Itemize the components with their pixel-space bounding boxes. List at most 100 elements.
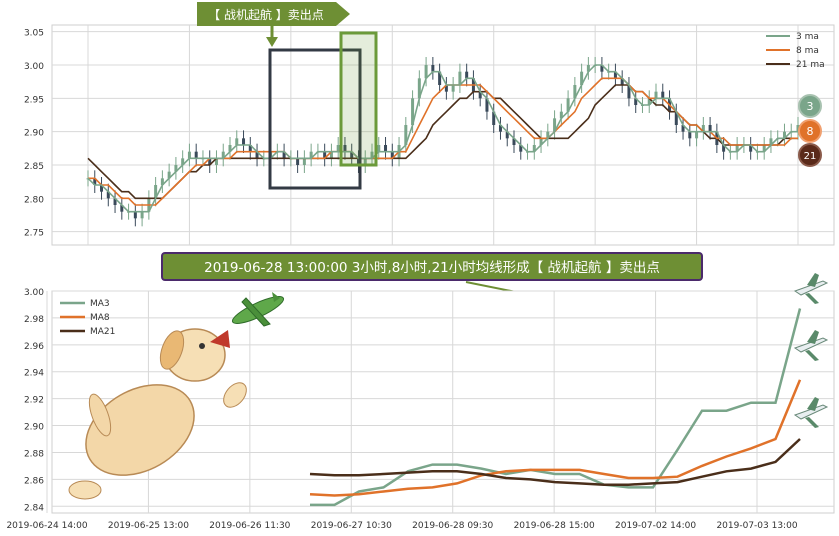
candle-body [580, 71, 584, 85]
candle-body [194, 151, 198, 159]
candle-body [302, 158, 306, 165]
candle-body [100, 185, 104, 192]
candle-body [221, 151, 225, 159]
candle-body [701, 125, 705, 132]
legend-label-MA8: MA8 [90, 313, 110, 323]
candle-body [769, 138, 773, 145]
bottom-y-tick-label: 2.88 [24, 449, 44, 459]
bottom-x-tick-label: 2019-06-25 13:00 [108, 521, 189, 531]
bottom-y-tick-label: 2.96 [24, 342, 44, 352]
airplane-icon-ma8 [793, 330, 829, 361]
consolidation-box [268, 48, 362, 190]
candle-body [350, 151, 354, 159]
bottom-x-tick-label: 2019-07-02 14:00 [615, 521, 696, 531]
top-ma-lines [87, 64, 798, 213]
candle-body [343, 145, 347, 152]
bottom-x-tick-label: 2019-06-28 09:30 [412, 521, 493, 531]
candle-body [762, 145, 766, 152]
candle-body [235, 138, 239, 145]
top-gridlines [52, 25, 834, 245]
annotation-callout: 2019-06-28 13:00:00 3小时,8小时,21小时均线形成【 战机… [161, 252, 703, 300]
candle-body [336, 145, 340, 152]
candle-body [187, 151, 191, 159]
candle-body [208, 158, 212, 165]
candle-body [228, 145, 232, 152]
bottom-line-ma8 [309, 379, 802, 497]
candle-body [390, 151, 394, 159]
candle-body [431, 65, 435, 72]
banner-shape [197, 2, 350, 26]
candle-body [674, 111, 678, 125]
candle-body [417, 78, 421, 99]
candle-body [566, 98, 570, 112]
candle-body [478, 91, 482, 99]
candle-body [465, 71, 469, 79]
candle-body [93, 178, 97, 185]
candle-body [627, 85, 631, 99]
badge-ma21-label: 21 [804, 151, 817, 162]
candle-body [248, 145, 252, 152]
candle-body [539, 138, 543, 145]
candle-body [782, 131, 786, 139]
toy-plane-icon [231, 292, 285, 327]
legend-label-21ma: 21 ma [796, 60, 825, 70]
candle-body [282, 151, 286, 159]
candle-body [384, 145, 388, 152]
candle-body [309, 151, 313, 159]
bottom-ma-lines [309, 308, 802, 507]
top-y-tick-label: 3.00 [24, 62, 44, 72]
candle-body [411, 98, 415, 125]
candle-body [492, 111, 496, 125]
top-y-tick-label: 2.95 [24, 95, 44, 105]
candle-body [546, 131, 550, 139]
candle-body [688, 131, 692, 139]
candle-body [106, 191, 110, 199]
bottom-y-tick-label: 2.90 [24, 423, 44, 433]
candle-body [296, 158, 300, 165]
candle-body [174, 165, 178, 172]
candle-body [181, 158, 185, 165]
candle-body [498, 125, 502, 132]
candle-body [113, 198, 117, 205]
bottom-y-tick-label: 2.86 [24, 476, 44, 486]
candle-body [424, 65, 428, 79]
candle-body [505, 131, 509, 139]
candle-body [519, 145, 523, 152]
top-y-tick-label: 2.90 [24, 129, 44, 139]
bottom-x-tick-label: 2019-07-03 13:00 [716, 521, 797, 531]
legend-label-3ma: 3 ma [796, 32, 819, 42]
bottom-x-tick-label: 2019-06-24 14:00 [6, 521, 87, 531]
ma-line-panel: 2.84 2.86 2.88 2.90 2.92 2.94 2.96 2.98 3.00 201… [6, 273, 835, 531]
bottom-y-tick-label: 3.00 [24, 288, 44, 298]
badge-ma3 [798, 94, 822, 118]
candle-body [532, 145, 536, 152]
candle-body [329, 151, 333, 159]
candle-body [722, 145, 726, 152]
ma8-line [88, 77, 798, 206]
candle-body [255, 151, 259, 159]
top-y-tick-label: 2.75 [24, 229, 44, 239]
dog-paw-back [68, 480, 102, 500]
legend-label-MA21: MA21 [90, 327, 115, 337]
candle-body [512, 138, 516, 145]
bottom-y-tick-label: 2.84 [24, 503, 44, 513]
dog-paw-front [223, 382, 247, 408]
bottom-x-tick-label: 2019-06-26 11:30 [209, 521, 290, 531]
candle-body [681, 125, 685, 132]
candle-body [485, 98, 489, 112]
sell-point-box [339, 31, 378, 167]
top-y-tick-label: 2.85 [24, 162, 44, 172]
candle-body [796, 125, 800, 132]
candle-body [377, 145, 381, 152]
candle-body [458, 71, 462, 85]
candle-body [370, 151, 374, 159]
airplane-icon-ma3 [793, 273, 829, 304]
candlestick-panel: 2.75 2.80 2.85 2.90 2.95 3.00 3.05 3 ma 8 ma 2… [24, 2, 835, 246]
bottom-x-tick-label: 2019-06-28 15:00 [514, 521, 595, 531]
candle-body [242, 138, 246, 145]
bottom-y-tick-labels: 2.84 2.86 2.88 2.90 2.92 2.94 2.96 2.98 3.00 [24, 288, 44, 513]
candle-body [160, 178, 164, 185]
bottom-line-ma3 [310, 308, 802, 507]
badge-ma3-label: 3 [807, 100, 814, 113]
